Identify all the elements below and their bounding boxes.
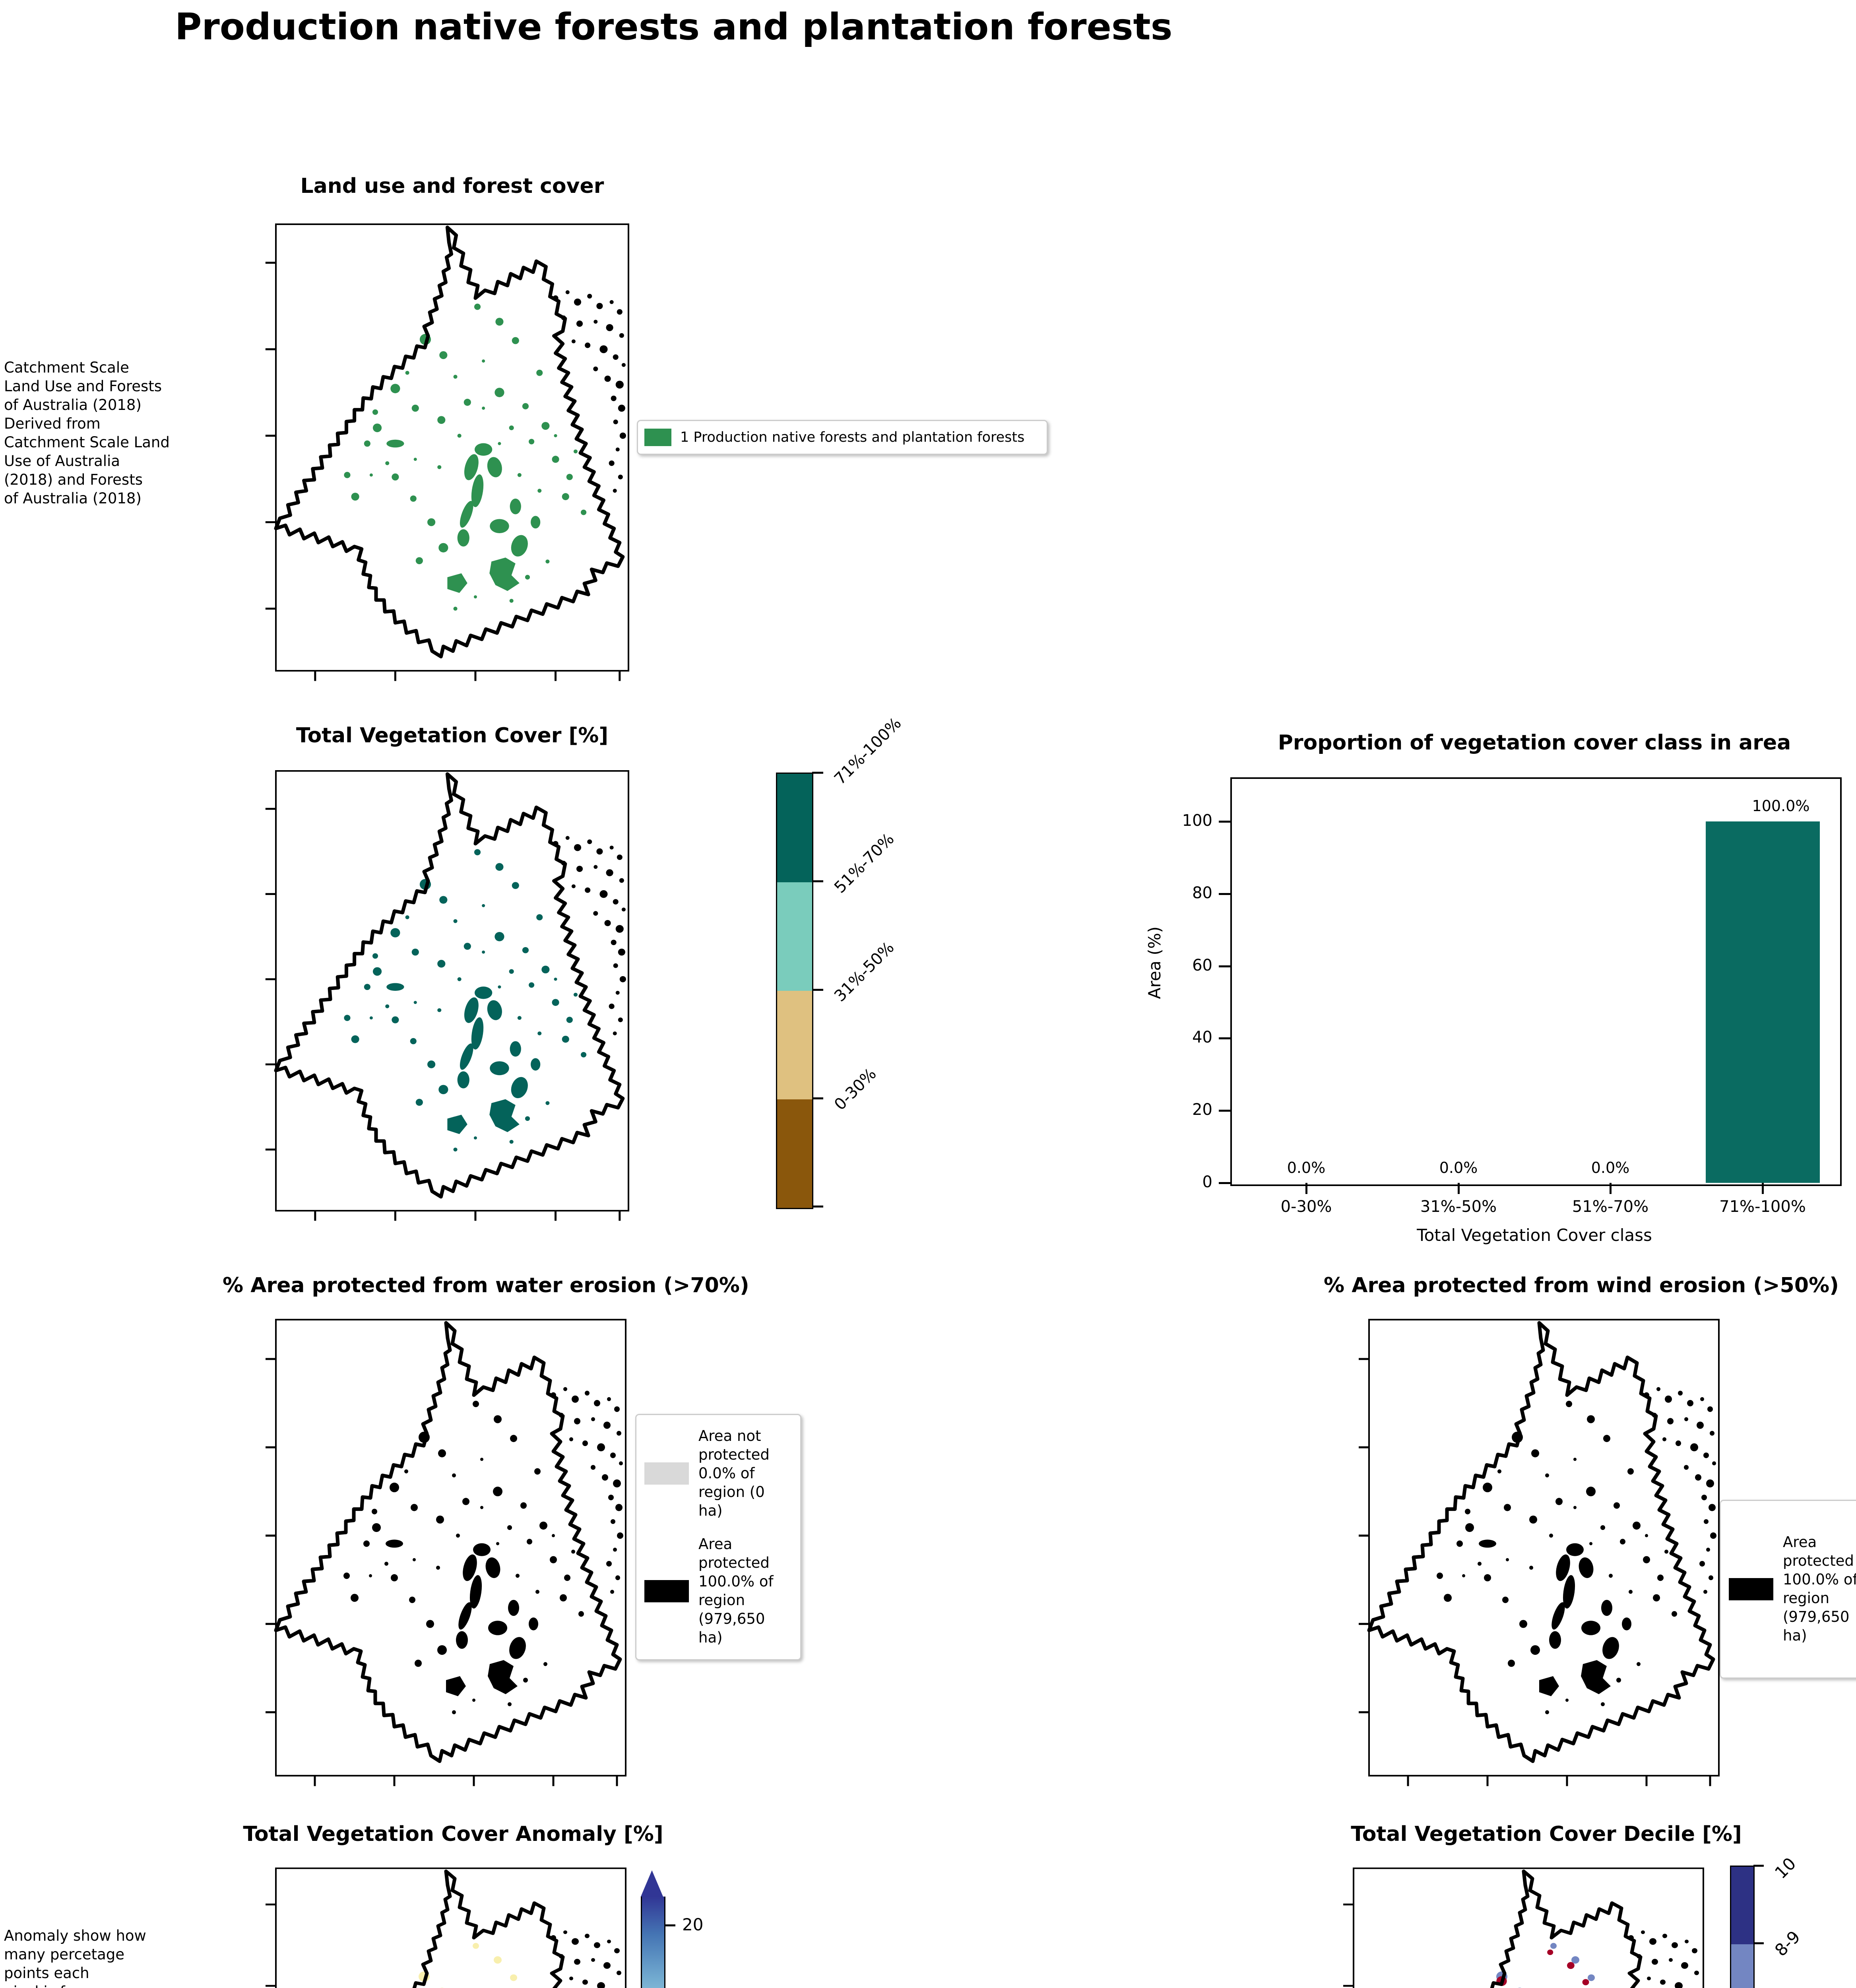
ytick-label: 60	[1192, 956, 1212, 975]
legend-item: Area protected 100.0% of region (979,650…	[1729, 1533, 1856, 1645]
landuse-map	[275, 223, 629, 672]
page-title: Production native forests and plantation…	[175, 6, 1173, 48]
tick	[1219, 893, 1230, 895]
barchart-ylabel: Area (%)	[1145, 926, 1164, 999]
xtick-label: 51%-70%	[1572, 1198, 1649, 1216]
colorbar-segment	[777, 774, 812, 882]
decile-class-label: 10	[1771, 1854, 1800, 1883]
tick	[1305, 1183, 1307, 1194]
landuse-map-title: Land use and forest cover	[300, 174, 604, 198]
ytick-label: 40	[1192, 1028, 1212, 1046]
colorbar-segment	[777, 991, 812, 1099]
protected-label: Area protected 100.0% of region (979,650…	[698, 1536, 774, 1646]
legend-item: Area protected 100.0% of region (979,650…	[644, 1535, 774, 1647]
tick	[812, 1206, 823, 1208]
ytick-label: 20	[1192, 1101, 1212, 1119]
anomaly-map	[275, 1868, 626, 1988]
not-protected-label: Area not protected 0.0% of region (0 ha)	[698, 1427, 770, 1519]
tick	[1753, 1942, 1764, 1944]
colorbar-segment	[1731, 1944, 1753, 1988]
anomaly-colorbar-top-arrow	[641, 1870, 663, 1897]
xtick-label: 0-30%	[1280, 1198, 1332, 1216]
tick	[1219, 1037, 1230, 1039]
veg-map-title: Total Vegetation Cover [%]	[296, 724, 609, 747]
bar-value-label: 0.0%	[1591, 1159, 1630, 1176]
tick	[1753, 1865, 1764, 1867]
decile-class-label: 8-9	[1771, 1927, 1804, 1960]
veg-cover-map	[275, 770, 629, 1211]
decile-colorbar	[1730, 1866, 1755, 1988]
wind-erosion-map	[1368, 1319, 1720, 1776]
bar-value-label: 100.0%	[1752, 797, 1810, 815]
ytick-label: 80	[1192, 884, 1212, 902]
tick	[1219, 821, 1230, 823]
landuse-legend-swatch	[644, 429, 671, 446]
tick	[812, 1097, 823, 1099]
ytick-label: 100	[1182, 812, 1212, 830]
decile-map	[1353, 1868, 1704, 1988]
barchart-axes	[1230, 777, 1842, 1186]
tick	[1458, 1183, 1460, 1194]
decile-title: Total Vegetation Cover Decile [%]	[1351, 1822, 1742, 1846]
bar-value-label: 0.0%	[1439, 1159, 1478, 1176]
barchart-bar-71-100	[1706, 821, 1820, 1183]
veg-class-colorbar	[776, 773, 813, 1209]
tick	[1762, 1183, 1764, 1194]
barchart-xlabel: Total Vegetation Cover class	[1417, 1225, 1652, 1245]
water-erosion-legend: Area not protected 0.0% of region (0 ha)…	[635, 1414, 801, 1660]
barchart-title: Proportion of vegetation cover class in …	[1278, 731, 1791, 755]
ytick-label: 0	[1202, 1173, 1212, 1191]
anomaly-tick-label: 20	[682, 1915, 704, 1934]
tick	[1219, 1182, 1230, 1184]
wind-erosion-title: % Area protected from wind erosion (>50%…	[1324, 1274, 1839, 1297]
protected-swatch	[644, 1580, 689, 1603]
colorbar-segment	[1731, 1867, 1753, 1944]
landuse-legend: 1 Production native forests and plantati…	[637, 420, 1048, 455]
tick	[1219, 1110, 1230, 1112]
water-erosion-title: % Area protected from water erosion (>70…	[223, 1274, 749, 1297]
tick	[812, 880, 823, 882]
colorbar-segment	[777, 882, 812, 991]
tick	[664, 1924, 675, 1926]
anomaly-colorbar	[641, 1897, 665, 1988]
tick	[812, 989, 823, 991]
colorbar-segment	[777, 1099, 812, 1208]
landuse-source-note: Catchment Scale Land Use and Forests of …	[4, 359, 170, 507]
veg-class-label: 71%-100%	[831, 714, 905, 788]
bar-value-label: 0.0%	[1287, 1159, 1326, 1176]
water-erosion-map	[275, 1319, 626, 1776]
not-protected-swatch	[644, 1462, 689, 1485]
wind-erosion-legend: Area protected 100.0% of region (979,650…	[1720, 1500, 1856, 1679]
veg-class-label: 0-30%	[831, 1064, 880, 1114]
landuse-legend-label: 1 Production native forests and plantati…	[680, 429, 1025, 445]
veg-class-label: 51%-70%	[831, 830, 898, 897]
tick	[1219, 965, 1230, 967]
tick	[1610, 1183, 1612, 1194]
protected-label: Area protected 100.0% of region (979,650…	[1783, 1534, 1856, 1644]
anomaly-title: Total Vegetation Cover Anomaly [%]	[243, 1822, 663, 1846]
xtick-label: 31%-50%	[1420, 1198, 1497, 1216]
protected-swatch	[1729, 1578, 1773, 1600]
tick	[812, 772, 823, 774]
anomaly-note: Anomaly show how many percetage points e…	[4, 1927, 146, 1988]
legend-item: Area not protected 0.0% of region (0 ha)	[644, 1427, 770, 1520]
veg-class-label: 31%-50%	[831, 938, 898, 1006]
xtick-label: 71%-100%	[1719, 1198, 1806, 1216]
